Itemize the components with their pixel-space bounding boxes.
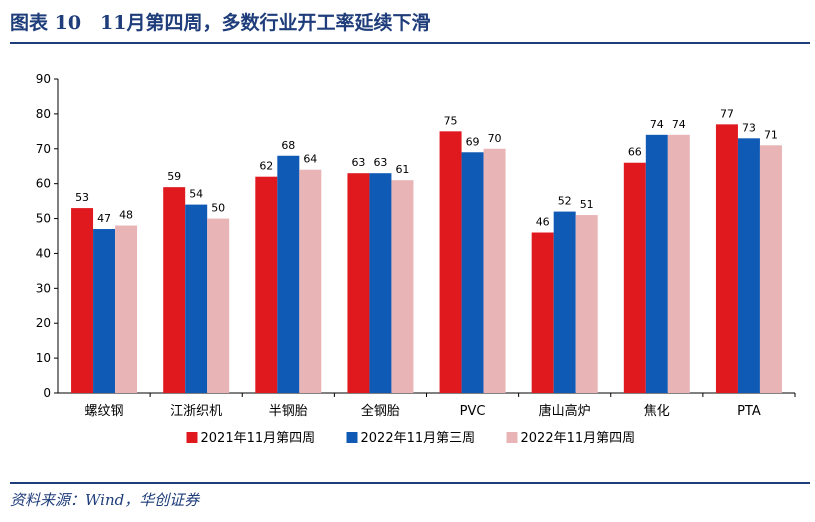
bar [439,131,462,394]
bar [299,169,322,393]
bar [115,225,138,393]
data-label: 77 [720,107,734,120]
bar [163,187,186,393]
data-label: 62 [259,160,273,173]
data-label: 53 [75,191,89,204]
chart-figure-title: 图表 10 11月第四周，多数行业开工率延续下滑 [10,12,431,34]
x-tick-label: 全钢胎 [361,403,400,419]
bar [553,211,576,393]
bar [715,124,738,393]
data-label: 61 [395,163,409,176]
data-label: 47 [97,212,111,225]
chart-data-labels: 53 47 48 59 54 50 62 68 64 63 63 61 75 69 70 46 52 51 66 74… [75,107,778,228]
legend-label: 2022年11月第四周 [521,431,636,446]
x-tick-label: 唐山高炉 [539,403,591,419]
x-tick-label: 焦化 [644,404,670,419]
data-label: 50 [211,202,225,215]
bar [391,180,414,393]
bar-chart: 0 10 20 30 40 50 60 70 80 90 螺纹钢 江浙织机 半钢胎 全钢胎 PVC 唐山高炉 焦… [36,72,796,446]
data-label: 69 [466,135,480,148]
data-label: 68 [281,139,295,152]
y-tick-label: 30 [36,281,51,295]
legend-swatch [506,432,518,443]
y-tick-label: 10 [36,351,51,365]
bar [483,148,506,393]
x-tick-label: 螺纹钢 [85,404,124,419]
data-label: 52 [558,195,572,208]
footer-divider [10,482,810,484]
y-tick-label: 80 [36,107,51,121]
bar [531,232,554,393]
bar [623,162,646,393]
data-label: 64 [303,153,317,166]
source-note: 资料来源：Wind，华创证券 [10,491,200,509]
y-tick-label: 40 [36,246,51,260]
data-label: 54 [189,188,203,201]
y-tick-label: 60 [36,177,51,191]
data-label: 70 [488,132,502,145]
chart-legend: 2021年11月第四周 2022年11月第三周 2022年11月第四周 [186,431,636,446]
legend-label: 2021年11月第四周 [201,431,316,446]
bar [71,208,94,393]
y-tick-label: 50 [36,212,51,226]
y-tick-label: 20 [36,316,51,330]
legend-swatch [346,432,358,443]
data-label: 63 [351,156,365,169]
data-label: 46 [536,216,550,229]
bar [645,134,668,394]
y-tick-label: 70 [36,142,51,156]
data-label: 59 [167,170,181,183]
bar [575,215,598,393]
x-tick-label: 江浙织机 [170,404,222,419]
data-label: 74 [672,118,686,131]
bar [369,173,392,393]
bar [667,134,690,394]
x-tick-label: 半钢胎 [269,404,308,419]
bar [461,152,484,393]
bar [347,173,370,393]
bar [93,229,116,393]
data-label: 74 [650,118,664,131]
data-label: 75 [444,114,458,127]
data-label: 51 [580,198,594,211]
data-label: 63 [373,156,387,169]
y-tick-label: 90 [36,72,51,86]
data-label: 66 [628,146,642,159]
bar [759,145,782,393]
bar [737,138,760,393]
chart-bars [71,124,782,394]
x-tick-label: PTA [737,404,761,419]
bar [185,204,208,393]
x-tick-label: PVC [460,404,486,419]
chart-axes: 0 10 20 30 40 50 60 70 80 90 螺纹钢 江浙织机 半钢胎 全钢胎 PVC 唐山高炉 焦… [36,72,796,419]
y-tick-label: 0 [43,386,51,400]
data-label: 73 [742,121,756,134]
data-label: 71 [764,128,778,141]
bar [207,218,230,393]
bar [255,176,278,393]
data-label: 48 [119,209,133,222]
legend-label: 2022年11月第三周 [361,431,476,446]
title-divider [10,42,810,44]
bar [277,155,300,393]
legend-swatch [186,432,198,443]
